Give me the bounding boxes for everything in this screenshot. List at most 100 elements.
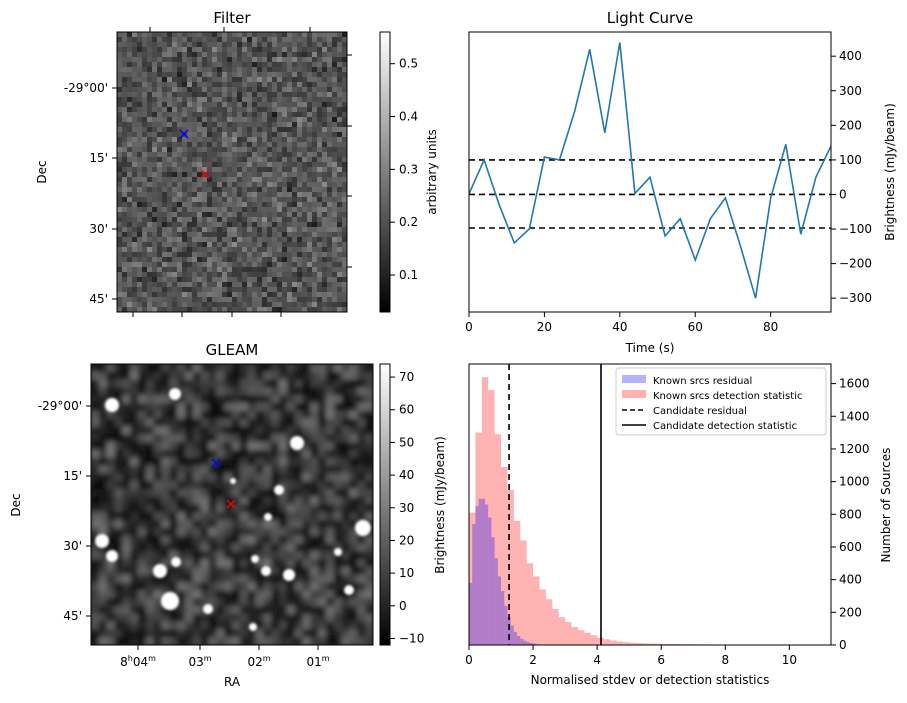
hist-residual-bar [517,636,520,645]
gleam-source [230,478,236,484]
hist-residual-bar [485,505,488,646]
lightcurve-ytick-label: −300 [839,291,872,305]
hist-detection-bar [604,639,610,645]
histogram-ytick-label: 600 [839,540,862,554]
histogram-ytick-label: 800 [839,507,862,521]
gleam-cb-tick-label: 70 [399,370,414,384]
gleam-cb-tick-label: 50 [399,435,414,449]
gleam-cb-tick-label: −10 [399,631,424,645]
lightcurve-ytick-label: 200 [839,118,862,132]
legend-label: Known srcs detection statistic [653,391,802,402]
histogram-ytick-label: 0 [839,638,847,652]
gleam-source [274,485,284,495]
hist-residual-bar [475,506,478,645]
histogram-xtick-label: 2 [529,653,537,667]
lightcurve-xtick-label: 80 [763,320,778,334]
histogram-ytick-label: 1600 [839,377,870,391]
histogram-ylabel: Number of Sources [879,448,893,563]
lightcurve-title: Light Curve [607,9,693,27]
hist-detection-bar [514,521,520,645]
hist-residual-bar [523,641,526,645]
histogram-xtick-label: 4 [593,653,601,667]
gleam-source [169,388,181,400]
filter-cb-tick-label: 0.2 [399,215,418,229]
filter-colorbar-label: arbitrary units [425,129,439,215]
hist-residual-bar [491,537,494,645]
gleam-source [261,566,271,576]
gleam-ylabel: Dec [9,493,23,516]
gleam-xtick-label: 01m [306,654,329,669]
filter-ytick-label: 15' [89,151,108,165]
histogram-ytick-label: 200 [839,605,862,619]
hist-detection-bar [591,635,597,645]
lightcurve-series [469,42,831,298]
gleam-cb-tick-label: 40 [399,468,414,482]
histogram-xlabel: Normalised stdev or detection statistics [531,673,770,687]
hist-residual-bar [511,625,514,645]
hist-residual-bar [514,632,517,645]
filter-ylabel: Dec [35,160,49,183]
hist-detection-bar [572,627,578,645]
histogram-xtick-label: 10 [782,653,797,667]
hist-detection-bar [552,609,558,645]
gleam-colorbar-label: Brightness (mJy/beam) [433,436,447,574]
filter-cb-tick-label: 0.3 [399,162,418,176]
lightcurve-xtick-label: 60 [688,320,703,334]
lightcurve-ytick-label: 300 [839,84,862,98]
filter-ytick-label: 45' [89,292,108,306]
gleam-cb-tick-label: 0 [399,599,407,613]
legend-label: Candidate residual [653,406,747,417]
filter-cb-tick-label: 0.4 [399,110,418,124]
hist-residual-bar [498,576,501,645]
hist-detection-bar [533,576,539,645]
hist-detection-bar [559,617,565,645]
filter-cb-tick-label: 0.5 [399,57,418,71]
hist-residual-bar [495,558,498,645]
lightcurve-ytick-label: 0 [839,187,847,201]
lightcurve-ytick-label: 400 [839,49,862,63]
gleam-xtick-label: 8h04m [120,654,156,669]
lightcurve-ytick-label: −200 [839,257,872,271]
gleam-source [203,604,213,614]
hist-detection-bar [520,540,526,645]
filter-ytick-label: -29°00' [64,81,108,95]
filter-cb-tick-label: 0.1 [399,268,418,282]
gleam-source [161,592,179,610]
lightcurve-xtick-label: 20 [537,320,552,334]
histogram-xtick-label: 0 [465,653,473,667]
gleam-cb-tick-label: 20 [399,533,414,547]
hist-detection-bar [616,641,622,645]
gleam-source [283,569,295,581]
histogram-ytick-label: 1200 [839,442,870,456]
histogram-ytick-label: 1400 [839,409,870,423]
gleam-source [334,548,342,556]
histogram-ytick-label: 400 [839,573,862,587]
histogram-xtick-label: 6 [657,653,665,667]
gleam-source [171,557,181,567]
lightcurve-xtick-label: 40 [612,320,627,334]
gleam-source [105,398,119,412]
histogram-ytick-label: 1000 [839,475,870,489]
gleam-source [106,550,118,562]
hist-detection-bar [584,633,590,645]
gleam-cb-tick-label: 10 [399,566,414,580]
filter-image [117,32,347,312]
hist-residual-bar [479,499,482,645]
gleam-cb-tick-label: 60 [399,403,414,417]
gleam-ytick-label: 45' [63,609,82,623]
hist-detection-bar [527,563,533,645]
lightcurve-ytick-label: −100 [839,222,872,236]
gleam-source [264,513,272,521]
hist-detection-bar [578,630,584,645]
hist-residual-bar [504,606,507,645]
lightcurve-xtick-label: 0 [465,320,473,334]
filter-title: Filter [213,9,251,27]
lightcurve-xlabel: Time (s) [625,341,675,355]
gleam-xtick-label: 02m [247,654,270,669]
filter-colorbar: 0.1 0.2 0.3 0.4 0.5 arbitrary units [380,32,439,312]
